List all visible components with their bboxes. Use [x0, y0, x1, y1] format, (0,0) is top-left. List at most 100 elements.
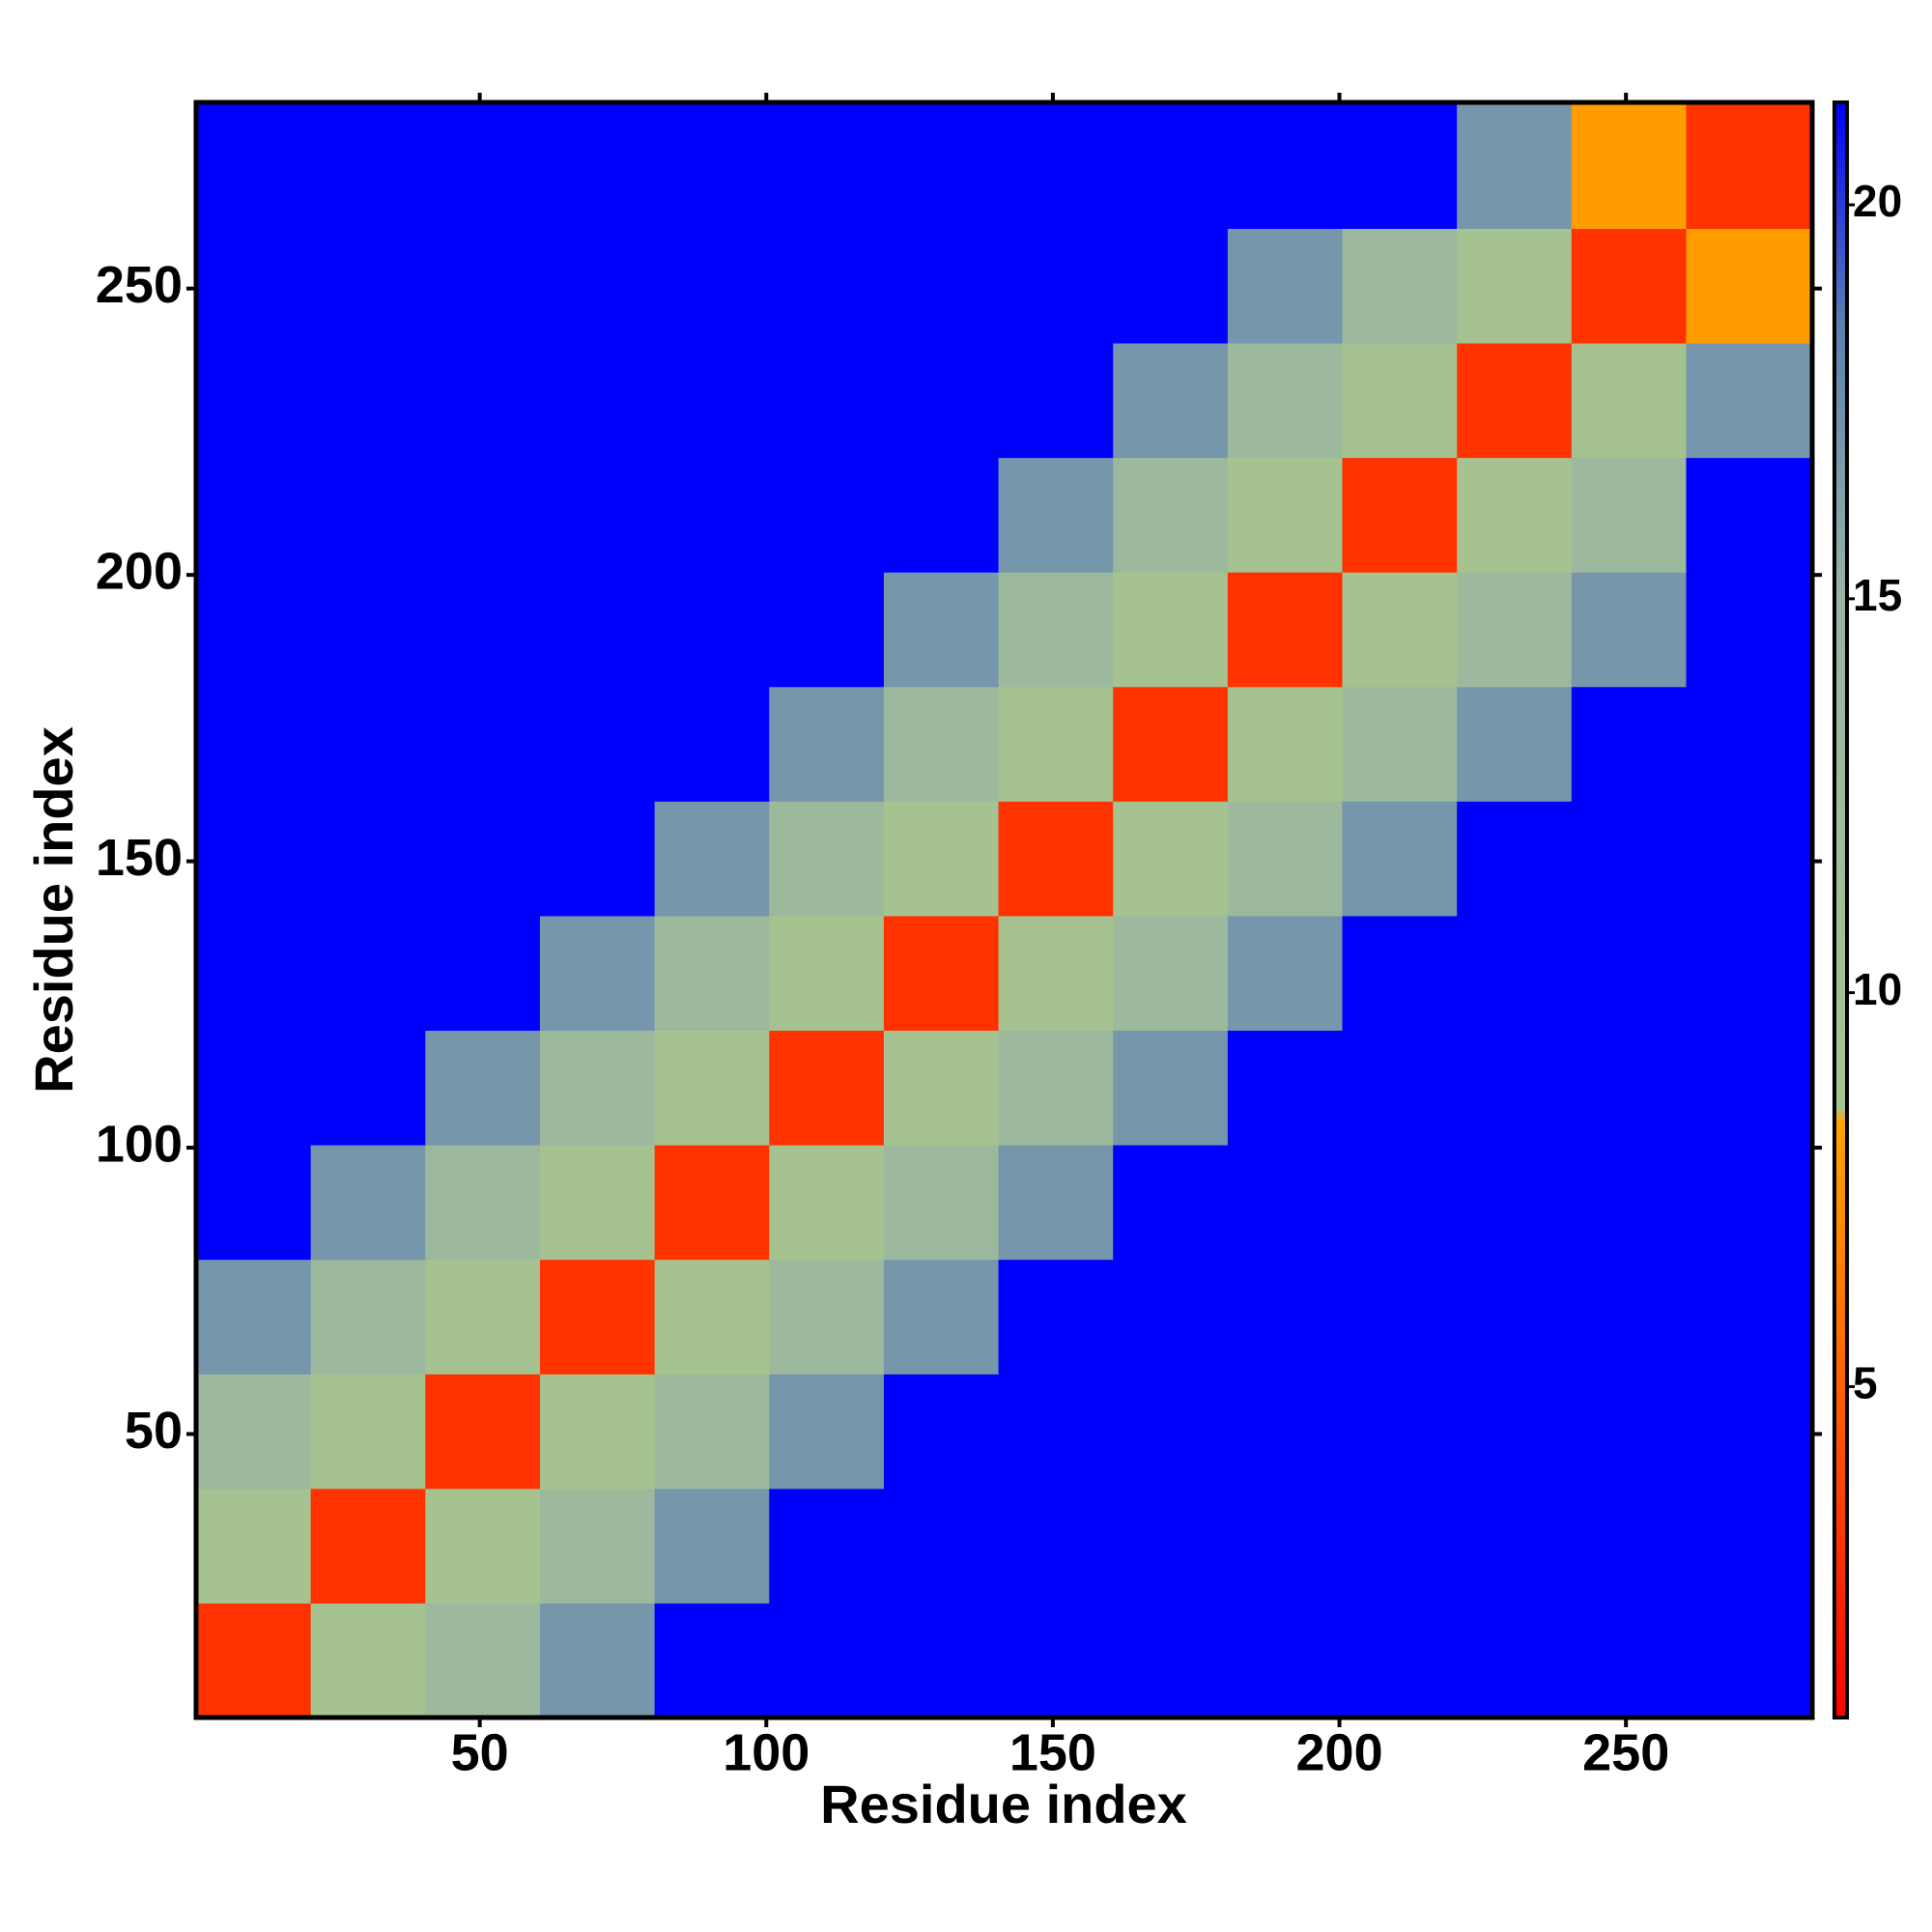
heatmap-cell — [998, 1603, 1114, 1719]
heatmap-cell — [196, 1603, 312, 1719]
heatmap-cell — [654, 915, 770, 1032]
heatmap-cell — [1342, 228, 1458, 344]
colorbar-segment — [1834, 497, 1847, 507]
colorbar-segment — [1834, 732, 1847, 742]
heatmap-cell — [425, 1374, 541, 1490]
colorbar-segment — [1834, 958, 1847, 968]
colorbar-segment — [1834, 805, 1847, 814]
colorbar-segment — [1834, 1305, 1847, 1315]
heatmap-cell — [1113, 1603, 1229, 1719]
colorbar-segment — [1834, 449, 1847, 459]
heatmap-cell — [1227, 1145, 1344, 1261]
colorbar-segment — [1834, 1168, 1847, 1178]
heatmap-cell — [883, 1259, 1000, 1375]
heatmap-cell — [425, 915, 541, 1032]
colorbar-segment — [1834, 401, 1847, 411]
x-tick-label: 250 — [1582, 1723, 1669, 1781]
colorbar-segment — [1834, 1346, 1847, 1355]
heatmap-cell — [1342, 457, 1458, 573]
heatmap-cell — [310, 1030, 426, 1146]
colorbar-segment — [1834, 950, 1847, 959]
heatmap-cell — [539, 686, 656, 802]
heatmap-cell — [1342, 1145, 1458, 1261]
heatmap-cell — [1227, 801, 1344, 917]
colorbar-segment — [1834, 845, 1847, 855]
colorbar-segment — [1834, 1112, 1847, 1121]
heatmap-cell — [310, 1259, 426, 1375]
heatmap-cell — [1457, 572, 1573, 688]
colorbar-segment — [1834, 433, 1847, 442]
heatmap-cell — [654, 1488, 770, 1604]
colorbar-segment — [1834, 215, 1847, 224]
heatmap-cell — [998, 1145, 1114, 1261]
heatmap-cell — [1342, 915, 1458, 1032]
colorbar-segment — [1834, 247, 1847, 257]
colorbar-segment — [1834, 231, 1847, 241]
heatmap-cell — [654, 457, 770, 573]
x-tick-label: 50 — [451, 1723, 509, 1781]
colorbar-segment — [1834, 594, 1847, 604]
heatmap-cell — [998, 1374, 1114, 1490]
colorbar-segment — [1834, 1604, 1847, 1613]
colorbar-segment — [1834, 668, 1847, 677]
heatmap-cell — [769, 572, 885, 688]
colorbar-segment — [1834, 127, 1847, 136]
heatmap-cell — [196, 343, 312, 459]
heatmap-cell — [1113, 801, 1229, 917]
heatmap-cell — [769, 1488, 885, 1604]
colorbar-segment — [1834, 699, 1847, 709]
heatmap-cell — [539, 457, 656, 573]
heatmap-cell — [654, 102, 770, 229]
heatmap-cell — [310, 1488, 426, 1604]
colorbar-segment — [1834, 1014, 1847, 1024]
heatmap-cell — [425, 343, 541, 459]
colorbar-segment — [1834, 1636, 1847, 1646]
colorbar-segment — [1834, 1499, 1847, 1509]
colorbar-segment — [1834, 1370, 1847, 1379]
heatmap-cell — [654, 1259, 770, 1375]
colorbar-segment — [1834, 457, 1847, 467]
heatmap-cell — [769, 686, 885, 802]
heatmap-cell — [1457, 102, 1573, 229]
colorbar-segment — [1834, 490, 1847, 499]
heatmap-cell — [1113, 1145, 1229, 1261]
heatmap-cell — [1571, 102, 1687, 229]
colorbar-segment — [1834, 175, 1847, 185]
colorbar-segment — [1834, 264, 1847, 273]
heatmap-cell — [310, 1145, 426, 1261]
colorbar-segment — [1834, 1418, 1847, 1428]
heatmap-cell — [1457, 1030, 1573, 1146]
colorbar-segment — [1834, 1055, 1847, 1065]
heatmap-cell — [539, 801, 656, 917]
x-axis-title: Residue index — [820, 1774, 1187, 1834]
heatmap-cell — [654, 801, 770, 917]
heatmap-cell — [883, 686, 1000, 802]
heatmap-cell — [883, 228, 1000, 344]
colorbar-segment — [1834, 643, 1847, 653]
heatmap-cell — [539, 1259, 656, 1375]
heatmap-cell — [1457, 1259, 1573, 1375]
heatmap-cell — [883, 343, 1000, 459]
heatmap-cell — [1227, 343, 1344, 459]
heatmap-cell — [196, 1259, 312, 1375]
heatmap-cell — [1686, 1603, 1813, 1719]
colorbar-segment — [1834, 683, 1847, 693]
heatmap-cell — [769, 343, 885, 459]
heatmap-cell — [1571, 343, 1687, 459]
colorbar-segment — [1834, 1475, 1847, 1485]
heatmap-cell — [1457, 1374, 1573, 1490]
colorbar-segment — [1834, 1362, 1847, 1372]
colorbar-segment — [1834, 1459, 1847, 1468]
colorbar-segment — [1834, 409, 1847, 418]
colorbar-tick-label: 10 — [1853, 964, 1902, 1014]
colorbar-segment — [1834, 1402, 1847, 1411]
heatmap-cell — [196, 572, 312, 688]
colorbar-segment — [1834, 579, 1847, 588]
heatmap-cell — [196, 228, 312, 344]
colorbar-segment — [1834, 481, 1847, 491]
colorbar-segment — [1834, 869, 1847, 879]
heatmap-cell — [883, 1030, 1000, 1146]
y-tick-label: 200 — [96, 542, 183, 600]
heatmap-cell — [1227, 1603, 1344, 1719]
colorbar-segment — [1834, 1023, 1847, 1032]
